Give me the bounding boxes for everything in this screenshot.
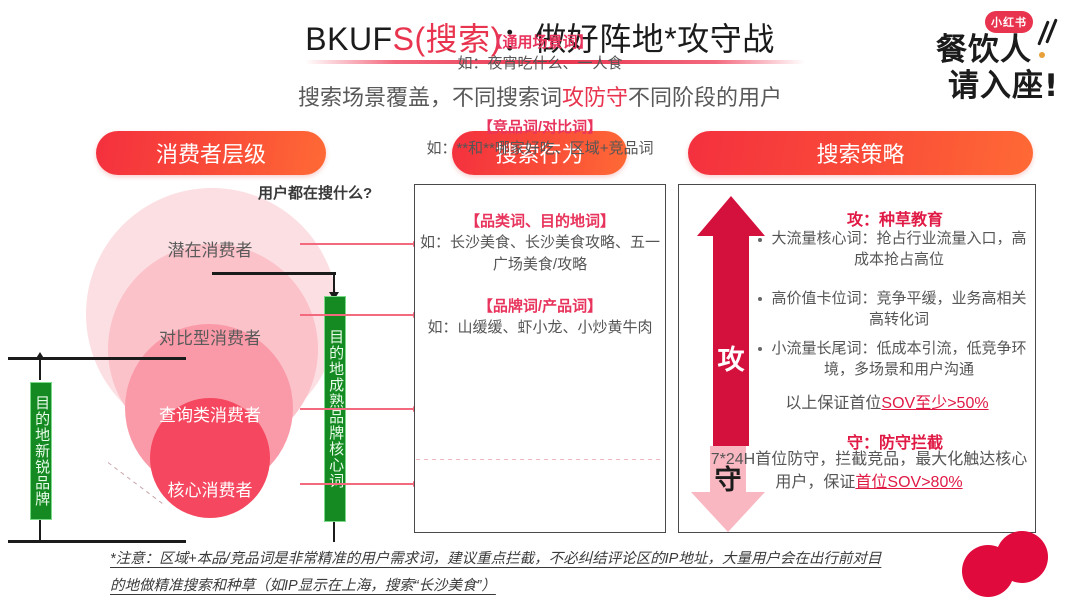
- bracket-line-middle: [8, 357, 186, 360]
- connector-line-1: [300, 241, 418, 246]
- funnel-layer-4: [150, 398, 270, 518]
- arrow-head-up: [697, 196, 765, 236]
- keyword-block-4: 【品牌词/产品词】 如：山缓缓、虾小龙、小炒黄牛肉: [414, 297, 666, 339]
- attack-sov-prefix: 以上保证首位: [785, 395, 882, 412]
- subtitle-accent: 攻防守: [561, 85, 628, 110]
- subtitle-part-b: 不同阶段的用户: [628, 85, 783, 110]
- attack-sov-value: SOV至少>50%: [881, 395, 989, 412]
- xiaohongshu-badge: 小红书: [985, 11, 1033, 33]
- arrow-up-to-left-green-tag: [35, 352, 45, 380]
- funnel-label-1: 潜在消费者: [167, 241, 253, 260]
- title-underline-decoration: [305, 60, 805, 64]
- attack-heading: 攻：种草教育: [846, 212, 943, 229]
- header-pill-search-strategy: 搜索策略: [688, 131, 1033, 175]
- funnel-label-2: 对比型消费者: [159, 329, 261, 348]
- keyword-divider: [416, 459, 664, 460]
- attack-arrow-up-icon: 攻: [697, 196, 765, 446]
- defend-arrow-label: 守: [714, 465, 742, 495]
- arrow-head-down: [691, 492, 765, 532]
- defend-sov-value: 首位SOV>80%: [855, 473, 963, 491]
- header-pill-consumer-level: 消费者层级: [96, 131, 326, 175]
- bullet-icon-3: [758, 347, 762, 351]
- brand-logo: 小红书 餐饮人 请入座!: [932, 2, 1074, 108]
- keyword-head-4: 【品牌词/产品词】: [477, 298, 603, 315]
- attack-arrow-label: 攻: [717, 345, 745, 375]
- arrow-up-left-lower: [35, 512, 45, 540]
- keyword-body-1: 如：夜宵吃什么、一人食: [457, 55, 623, 73]
- arrow-down-to-green-tag: [329, 272, 339, 300]
- page-subtitle: 搜索场景覆盖，不同搜索词攻防守不同阶段的用户: [0, 80, 1080, 112]
- arrow-shaft-up: [713, 230, 749, 446]
- footer-note-line-1: *注意：区域+本品/竞品词是非常精准的用户需求词，建议重点拦截，不必纠结评论区的…: [110, 551, 882, 567]
- attack-item-3: 小流量长尾词：低成本引流，低竞争环境，多场景和用户沟通: [771, 340, 1027, 379]
- logo-line-2: 请入座!: [948, 68, 1060, 104]
- search-behavior-panel: [414, 184, 666, 533]
- footer-note: *注意：区域+本品/竞品词是非常精准的用户需求词，建议重点拦截，不必纠结评论区的…: [110, 546, 980, 600]
- defend-arrow-down-icon: 守: [691, 446, 765, 532]
- connector-line-2: [300, 312, 418, 317]
- keyword-body-4: 如：山缓缓、虾小龙、小炒黄牛肉: [427, 319, 653, 337]
- attack-item-1: 大流量核心词：抢占行业流量入口，高成本抢占高位: [771, 230, 1027, 269]
- keyword-head-3: 【品类词、目的地词】: [464, 213, 615, 230]
- title-prefix: BKUF: [305, 21, 393, 57]
- consumer-funnel-diagram: 潜在消费者 对比型消费者 查询类消费者 核心消费者: [60, 186, 360, 536]
- footer-note-line-2: 的地做精准搜索和种草（如IP显示在上海，搜索“长沙美食”）: [110, 577, 496, 594]
- logo-dot-decoration: [1039, 52, 1045, 58]
- keyword-block-1: 【通用场景词】 如：夜宵吃什么、一人食: [414, 33, 666, 75]
- keyword-block-3: 【品类词、目的地词】 如：长沙美食、长沙美食攻略、五一广场美食/攻略: [414, 212, 666, 276]
- connector-line-4: [300, 481, 418, 486]
- title-accent: S(搜索): [392, 21, 502, 57]
- page-title: BKUFS(搜索)：做好阵地*攻守战: [0, 14, 1080, 60]
- keyword-head-1: 【通用场景词】: [487, 34, 593, 51]
- defend-description: 7*24H首位防守，拦截竞品，最大化触达核心用户，保证首位SOV>80%: [706, 449, 1032, 494]
- logo-line-1: 餐饮人: [936, 32, 1032, 68]
- green-tag-new-brand: 目的地新锐品牌: [30, 382, 52, 520]
- arrow-down-right-lower: [329, 512, 339, 542]
- keyword-head-2: 【竞品词/对比词】: [477, 119, 603, 136]
- funnel-label-4: 核心消费者: [167, 481, 253, 500]
- arrow-shaft-down: [710, 446, 746, 492]
- attack-sov-note: 以上保证首位SOV至少>50%: [742, 389, 1032, 413]
- defend-heading: 守：防守拦截: [846, 435, 943, 452]
- decorative-circle-2: [996, 531, 1048, 583]
- funnel-label-3: 查询类消费者: [159, 406, 261, 425]
- bracket-line-bottom: [8, 540, 186, 543]
- keyword-body-3: 如：长沙美食、长沙美食攻略、五一广场美食/攻略: [419, 234, 660, 273]
- keyword-body-2: 如：**和**哪家好吃、区域+竞品词: [426, 140, 654, 158]
- subtitle-part-a: 搜索场景覆盖，不同搜索词: [297, 85, 562, 110]
- attack-item-2: 高价值卡位词：竞争平缓，业务高相关高转化词: [771, 290, 1027, 329]
- bullet-icon-2: [758, 297, 762, 301]
- ask-label: 用户都在搜什么?: [258, 185, 373, 202]
- title-suffix: ：做好阵地*攻守战: [501, 21, 775, 57]
- keyword-block-2: 【竞品词/对比词】 如：**和**哪家好吃、区域+竞品词: [414, 118, 666, 160]
- defend-text-prefix: 7*24H首位防守，拦截竞品，最大化触达核心用户，保证: [710, 451, 1028, 491]
- connector-line-3: [300, 406, 418, 411]
- bracket-line-top: [212, 272, 336, 275]
- header-pill-search-behavior: 搜索行为: [452, 131, 627, 175]
- bullet-icon-1: [758, 238, 762, 242]
